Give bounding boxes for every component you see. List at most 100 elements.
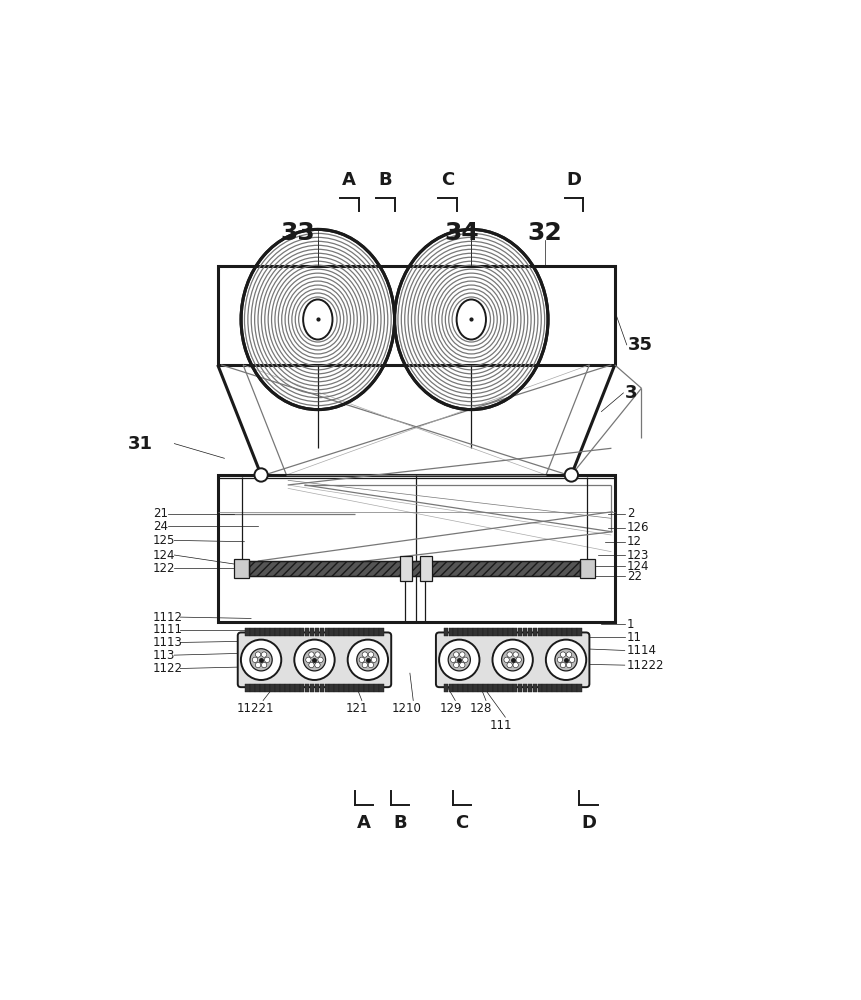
Circle shape	[348, 640, 388, 680]
Bar	[562, 684, 567, 692]
Bar	[508, 684, 512, 692]
Circle shape	[250, 649, 272, 671]
Bar	[553, 628, 557, 636]
Text: 22: 22	[627, 570, 641, 583]
Text: 123: 123	[627, 549, 649, 562]
Text: 1122: 1122	[153, 662, 183, 675]
Bar	[359, 684, 363, 692]
Text: 11222: 11222	[627, 659, 665, 672]
Bar	[458, 684, 463, 692]
Bar	[354, 684, 359, 692]
Circle shape	[264, 657, 269, 662]
Text: 32: 32	[527, 221, 562, 245]
Bar	[379, 628, 383, 636]
Bar	[218, 475, 615, 622]
Circle shape	[318, 657, 323, 662]
Text: B: B	[378, 171, 392, 189]
Bar	[468, 628, 473, 636]
FancyBboxPatch shape	[436, 632, 590, 687]
Bar	[270, 684, 275, 692]
Circle shape	[262, 652, 267, 657]
Bar	[344, 628, 349, 636]
Bar	[517, 628, 523, 636]
Bar	[310, 684, 314, 692]
Circle shape	[262, 662, 267, 668]
Text: 122: 122	[153, 562, 176, 575]
Bar	[294, 684, 300, 692]
Ellipse shape	[303, 299, 332, 340]
Circle shape	[516, 657, 522, 662]
Bar	[537, 628, 542, 636]
Bar	[330, 628, 334, 636]
Bar	[374, 628, 379, 636]
Bar	[458, 628, 463, 636]
Bar	[400, 556, 412, 581]
Bar	[557, 684, 562, 692]
Bar	[260, 684, 265, 692]
Bar	[419, 556, 431, 581]
Bar	[449, 628, 453, 636]
Text: 126: 126	[627, 521, 649, 534]
FancyBboxPatch shape	[238, 632, 391, 687]
Bar	[290, 628, 294, 636]
Bar	[234, 559, 249, 578]
Bar	[305, 628, 309, 636]
Circle shape	[502, 649, 523, 671]
Bar	[493, 628, 498, 636]
Bar	[528, 684, 532, 692]
Bar	[542, 628, 547, 636]
Bar	[344, 684, 349, 692]
Bar	[548, 628, 552, 636]
Bar	[474, 684, 478, 692]
Bar	[260, 628, 265, 636]
Bar	[270, 628, 275, 636]
Bar	[572, 628, 577, 636]
Bar	[379, 684, 383, 692]
Bar	[548, 684, 552, 692]
Circle shape	[546, 640, 586, 680]
Bar	[325, 628, 329, 636]
Bar	[339, 684, 344, 692]
Bar	[280, 684, 285, 692]
Bar	[280, 628, 285, 636]
Text: 11221: 11221	[237, 702, 274, 715]
Bar	[449, 684, 453, 692]
Circle shape	[315, 662, 320, 668]
Circle shape	[439, 640, 480, 680]
Bar	[251, 684, 255, 692]
Text: 31: 31	[127, 435, 152, 453]
Circle shape	[565, 468, 578, 482]
Bar	[314, 628, 319, 636]
Bar	[503, 628, 508, 636]
Circle shape	[362, 662, 368, 668]
Bar	[334, 628, 339, 636]
Bar	[483, 628, 488, 636]
Bar	[572, 684, 577, 692]
Circle shape	[255, 468, 268, 482]
Circle shape	[309, 652, 314, 657]
Bar	[364, 628, 369, 636]
Bar	[275, 628, 280, 636]
Text: 24: 24	[153, 520, 168, 533]
Circle shape	[454, 662, 459, 668]
Bar	[523, 628, 527, 636]
Circle shape	[460, 662, 465, 668]
Bar	[513, 628, 517, 636]
Circle shape	[513, 652, 518, 657]
Text: 1112: 1112	[153, 611, 183, 624]
Text: 129: 129	[439, 702, 461, 715]
Text: 35: 35	[629, 336, 653, 354]
Text: 33: 33	[281, 221, 315, 245]
Bar	[468, 684, 473, 692]
Bar	[294, 628, 300, 636]
Bar	[350, 628, 354, 636]
Bar	[245, 628, 250, 636]
Bar	[567, 684, 572, 692]
Text: 128: 128	[470, 702, 492, 715]
Bar	[454, 628, 458, 636]
Circle shape	[454, 652, 459, 657]
Bar	[265, 628, 269, 636]
Bar	[533, 684, 537, 692]
Bar	[580, 559, 595, 578]
Bar	[245, 684, 250, 692]
